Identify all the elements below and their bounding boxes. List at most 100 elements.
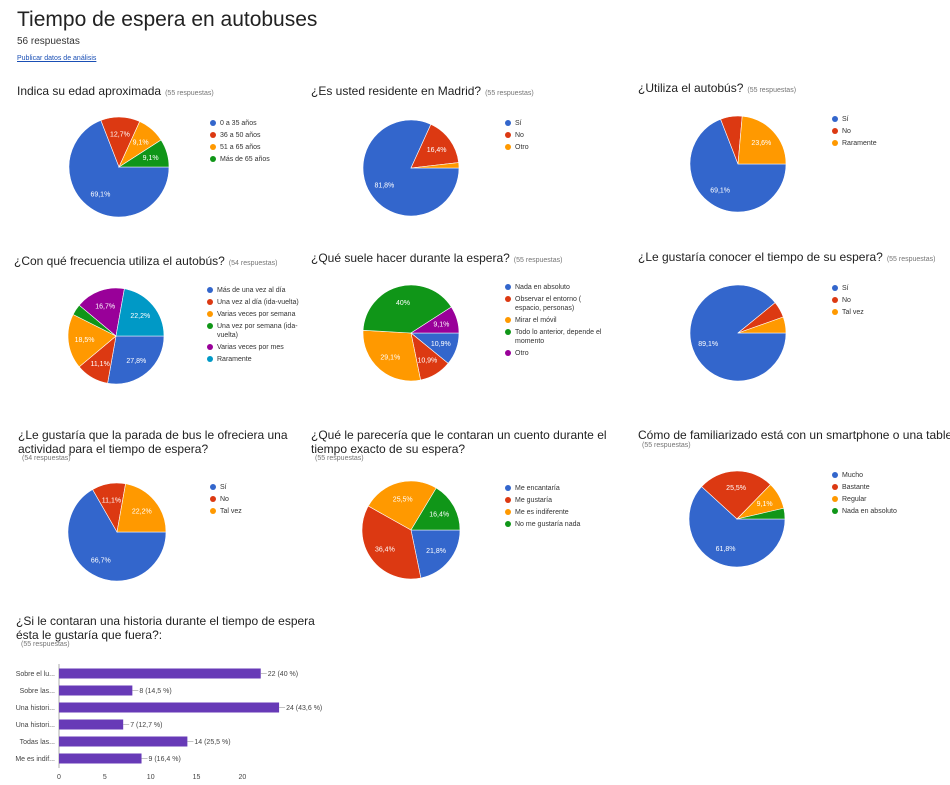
pie-slice [409,306,460,334]
legend-label: Nada en absoluto [842,508,897,515]
legend-swatch [505,317,511,323]
bar-value-label: 22 (40 %) [268,671,298,678]
category-label: Una histori... [16,705,55,712]
publish-analysis-link[interactable]: Publicar datos de análisis [17,55,97,62]
pie-chart-conocer: 89,1% [689,284,787,382]
question-title: Cómo de familiarizado está con un smartp… [638,428,950,442]
question-title-text: ¿Utiliza el autobús? [638,81,744,95]
slice-label: 12,7% [110,132,130,139]
legend-swatch [207,311,213,317]
slice-label: 69,1% [90,192,110,199]
bar [59,668,261,679]
pie-slice [410,162,460,169]
legend-label: Mirar el móvil [515,317,557,324]
legend-item: Sí [505,119,600,128]
legend-swatch [832,472,838,478]
pie-slice [361,505,422,580]
category-label: Todas las... [20,739,55,746]
bar [59,685,133,696]
question-response-count: (55 respuestas) [642,442,691,449]
legend-item: 0 a 35 años [210,119,305,128]
pie-slice [367,480,437,531]
pie-chart-hacer: 10,9% 10,9% 29,1% 40% 9,1% [362,284,460,382]
panel-conocer: ¿Le gustaría conocer el tiempo de su esp… [638,250,943,410]
question-title-text: ¿Qué le parecería que le contaran un cue… [311,428,607,456]
slice-label: 23,6% [751,140,771,147]
pie-slice [737,115,787,165]
slice-label: 29,1% [380,354,400,361]
legend-swatch [210,484,216,490]
panel-residente: ¿Es usted residente en Madrid? (55 respue… [311,84,611,244]
pie-slice [737,316,787,334]
pie-slice [410,123,460,169]
legend-swatch [210,508,216,514]
pie-slice [67,314,117,368]
pie-slice [736,507,786,520]
legend-swatch [505,144,511,150]
legend-label: Tal vez [220,508,242,515]
legend-label: Varias veces por semana [217,311,296,318]
panel-edad: Indica su edad aproximada (55 respuestas)… [17,84,307,244]
legend-cuento: Me encantaría Me gustaría Me es indiferent… [505,484,605,532]
pie-slice [107,335,165,385]
bar-value-label: 14 (25,5 %) [194,739,230,746]
slice-label: 40% [396,300,410,307]
legend-label: Me gustaría [515,497,552,504]
legend-item: No [210,495,295,504]
bar-value-label: 24 (43,6 %) [286,705,322,712]
category-label: Una histori... [16,722,55,729]
x-tick-label: 20 [239,774,247,781]
question-title: ¿Es usted residente en Madrid? (55 respue… [311,84,534,101]
legend-item: Más de 65 años [210,155,305,164]
question-title: ¿Qué suele hacer durante la espera? (55 r… [311,251,562,268]
question-title-text: ¿Qué suele hacer durante la espera? [311,251,510,265]
legend-label: No [842,128,851,135]
x-tick-label: 10 [147,774,155,781]
legend-item: 36 a 50 años [210,131,305,140]
legend-swatch [505,284,511,290]
legend-label: No [220,496,229,503]
legend-utiliza: Sí No Raramente [832,115,927,151]
category-label: Me es indif... [15,756,55,763]
pie-slice [117,139,170,168]
slice-label: 16,4% [427,147,447,154]
x-tick-label: 5 [103,774,107,781]
legend-item: Varias veces por semana [207,310,311,319]
question-title-text: ¿Le gustaría conocer el tiempo de su esp… [638,250,883,264]
bar [59,736,188,747]
legend-item: Otro [505,349,605,358]
legend-hacer: Nada en absoluto Observar el entorno ( es… [505,283,605,361]
slice-label: 10,9% [417,358,437,365]
slice-label: 27,8% [126,358,146,365]
question-title-text: Indica su edad aproximada [17,84,162,98]
legend-label: Todo lo anterior, depende el momento [515,329,602,345]
legend-swatch [505,497,511,503]
legend-item: Tal vez [832,308,927,317]
slice-label: 9,1% [757,501,773,508]
legend-item: Sí [832,284,927,293]
panel-hacer: ¿Qué suele hacer durante la espera? (55 r… [311,251,611,411]
legend-label: No me gustaría nada [515,521,581,528]
legend-swatch [210,144,216,150]
question-response-count: (54 respuestas) [228,260,278,267]
panel-actividad: ¿Le gustaría que la parada de bus le ofr… [18,428,300,588]
panel-frecuencia: ¿Con qué frecuencia utiliza el autobús?(… [14,254,314,414]
slice-label: 61,8% [716,546,736,553]
slice-label: 36,4% [375,547,395,554]
category-label: Sobre las... [20,688,55,695]
panel-historia: ¿Si le contaran una historia durante el … [15,614,336,782]
slice-label: 18,5% [75,337,95,344]
legend-label: Sí [842,116,849,123]
legend-item: Mirar el móvil [505,316,605,325]
pie-slice [410,487,461,531]
legend-swatch [505,296,511,302]
question-title-text: ¿Con qué frecuencia utiliza el autobús? [14,254,225,268]
legend-item: No [832,127,927,136]
legend-swatch [832,285,838,291]
legend-item: Nada en absoluto [505,283,605,292]
slice-label: 69,1% [710,188,730,195]
legend-item: No [505,131,600,140]
legend-item: Regular [832,495,927,504]
legend-swatch [505,485,511,491]
legend-item: Sí [210,483,295,492]
